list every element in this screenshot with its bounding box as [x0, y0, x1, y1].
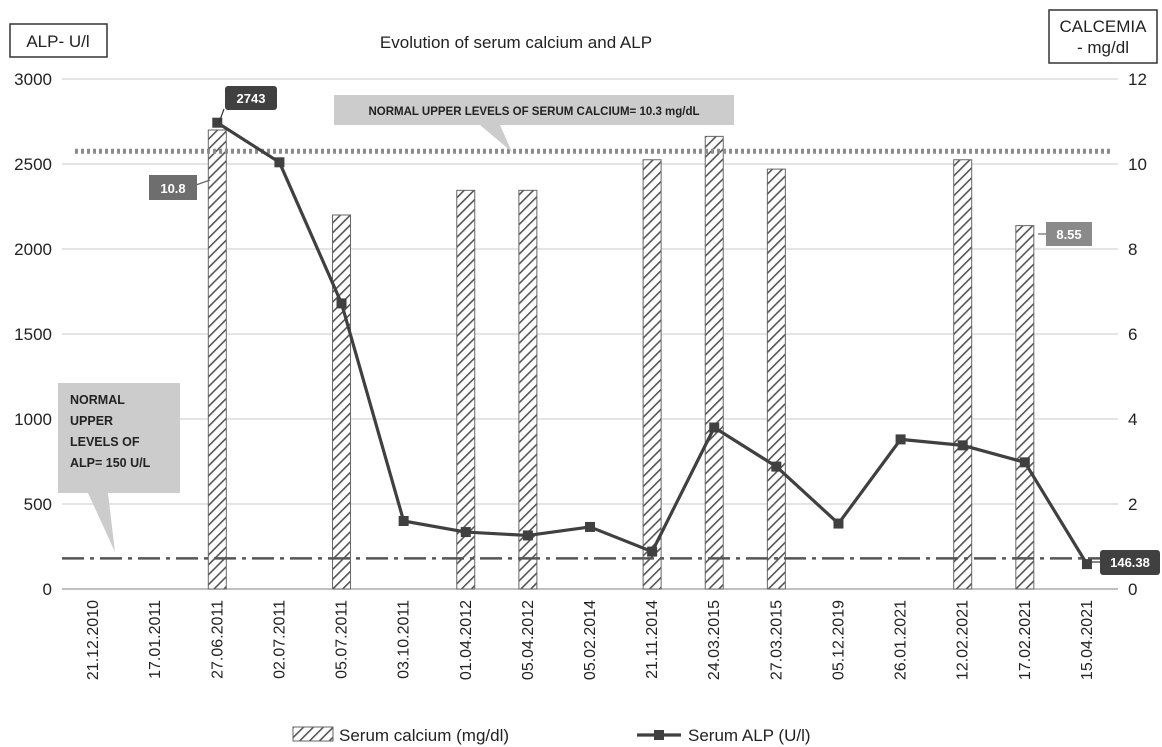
- alp-point: [1019, 457, 1030, 468]
- calcium-reference-label: NORMAL UPPER LEVELS OF SERUM CALCIUM= 10…: [368, 106, 699, 118]
- y-right-tick-label: 2: [1128, 495, 1137, 514]
- calcium-bar: [704, 135, 724, 590]
- y-right-tick-label: 0: [1128, 580, 1137, 599]
- calcium-reference-label-box: [334, 95, 734, 125]
- calcium-bars: [207, 129, 1035, 590]
- alp-point: [1081, 559, 1092, 570]
- alp-point: [771, 461, 782, 472]
- calcium-bar: [207, 129, 227, 590]
- callout-146-38-box: [1100, 550, 1160, 575]
- alp-point: [522, 530, 533, 541]
- right-axis-label-line1: CALCEMIA: [1060, 17, 1148, 36]
- x-tick-label: 05.07.2011: [334, 600, 351, 679]
- legend-alp-marker: [654, 730, 664, 740]
- reference-lines: NORMAL UPPER LEVELS OF SERUM CALCIUM= 10…: [58, 95, 1110, 560]
- y-right-tick-label: 12: [1128, 70, 1147, 89]
- x-tick-label: 01.04.2012: [458, 600, 475, 680]
- y-left-tick-label: 1500: [14, 325, 52, 344]
- callout-8-55-box: [1046, 222, 1092, 246]
- x-tick-label: 26.01.2021: [893, 600, 910, 680]
- alp-point: [274, 157, 285, 168]
- value-callouts: 2743 10.8 8.55 146.38: [149, 86, 1160, 575]
- calcium-bar: [953, 159, 973, 590]
- x-tick-label: 21.12.2010: [85, 600, 102, 680]
- chart-title: Evolution of serum calcium and ALP: [380, 33, 652, 52]
- legend-calcium-swatch: [292, 726, 334, 742]
- x-tick-label: 21.11.2014: [644, 600, 661, 679]
- axes: 0 500 1000 1500 2000 2500 3000 0 2 4 6 8 10 12 21.12.2…: [14, 70, 1147, 680]
- alp-point: [585, 521, 595, 532]
- alp-reference-label-line: LEVELS OF: [70, 435, 140, 449]
- y-right-tick-label: 10: [1128, 155, 1147, 174]
- legend-calcium-label: Serum calcium (mg/dl): [339, 726, 509, 745]
- alp-point: [460, 527, 471, 538]
- alp-point: [647, 546, 658, 557]
- left-axis-label: ALP- U/l: [26, 32, 89, 51]
- y-right-tick-label: 4: [1128, 410, 1137, 429]
- alp-reference-label-line: ALP= 150 U/L: [70, 456, 151, 470]
- y-left-tick-label: 3000: [14, 70, 52, 89]
- alp-point: [212, 117, 223, 128]
- alp-point: [709, 422, 720, 433]
- y-left-tick-label: 2000: [14, 240, 52, 259]
- x-tick-label: 03.10.2011: [396, 600, 413, 679]
- y-left-tick-label: 500: [24, 495, 52, 514]
- right-axis-label-box: [1048, 9, 1158, 64]
- callout-2743-box: [225, 86, 277, 110]
- x-tick-label: 27.03.2015: [768, 600, 785, 680]
- x-tick-label: 27.06.2011: [209, 600, 226, 679]
- x-tick-label: 02.07.2011: [271, 600, 288, 679]
- x-tick-label: 15.04.2021: [1079, 600, 1096, 680]
- y-left-tick-label: 0: [43, 580, 52, 599]
- legend-alp-label: Serum ALP (U/l): [688, 726, 811, 745]
- alp-point: [895, 434, 906, 445]
- callout-8-55-label: 8.55: [1056, 227, 1081, 242]
- alp-reference-label-box: [58, 383, 180, 493]
- callout-10-8-label: 10.8: [160, 181, 185, 196]
- callout-146-38-label: 146.38: [1110, 555, 1150, 570]
- calcium-bar: [456, 189, 476, 590]
- calcium-bar: [518, 189, 538, 590]
- x-tick-label: 05.02.2014: [582, 600, 599, 680]
- callout-2743-label: 2743: [237, 91, 266, 106]
- x-tick-label: 17.02.2021: [1017, 600, 1034, 680]
- y-right-tick-label: 8: [1128, 240, 1137, 259]
- x-tick-label: 24.03.2015: [706, 600, 723, 680]
- y-right-tick-label: 6: [1128, 325, 1137, 344]
- alp-reference-label-pointer: [88, 493, 115, 552]
- callout-10-8-box: [149, 175, 197, 200]
- callout-2743-connector: [218, 108, 225, 123]
- callout-10-8-connector: [195, 179, 211, 186]
- x-tick-label: 17.01.2011: [147, 600, 164, 679]
- legend: Serum calcium (mg/dl) Serum ALP (U/l): [292, 726, 811, 745]
- alp-point: [336, 298, 347, 309]
- alp-point: [398, 516, 409, 526]
- x-tick-label: 05.12.2019: [830, 600, 847, 680]
- y-left-tick-label: 1000: [14, 410, 52, 429]
- right-axis-label-line2: - mg/dl: [1077, 38, 1129, 57]
- alp-point: [833, 518, 844, 529]
- alp-line-series: [212, 117, 1092, 570]
- calcium-bar: [642, 159, 662, 590]
- x-tick-label: 12.02.2021: [955, 600, 972, 680]
- calcium-bar: [766, 168, 786, 590]
- x-tick-label: 05.04.2012: [520, 600, 537, 680]
- alp-point: [957, 440, 968, 451]
- alp-reference-label-line: NORMAL: [70, 393, 125, 407]
- calcium-bar: [1015, 225, 1035, 590]
- calcium-bar: [332, 214, 352, 590]
- alp-reference-label-line: UPPER: [70, 414, 113, 428]
- gridlines: [62, 78, 1118, 505]
- calcium-reference-label-pointer: [480, 125, 512, 152]
- left-axis-label-box: [9, 23, 108, 58]
- y-left-tick-label: 2500: [14, 155, 52, 174]
